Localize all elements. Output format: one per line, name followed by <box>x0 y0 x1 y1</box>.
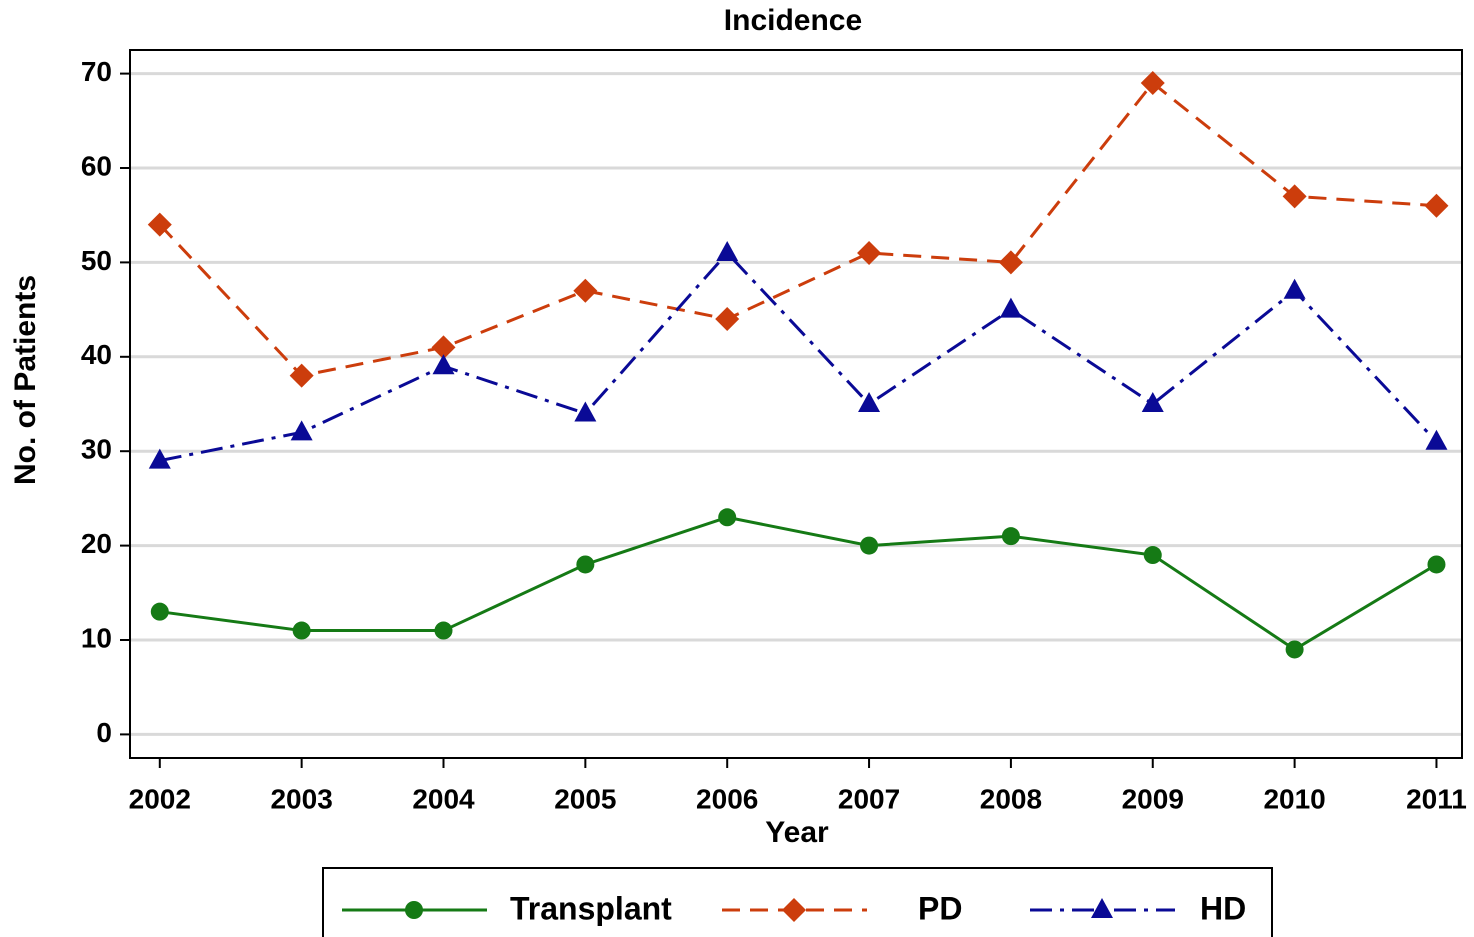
point <box>289 363 314 388</box>
x-tick-label: 2011 <box>1406 783 1467 814</box>
x-tick-label: 2003 <box>270 783 332 814</box>
y-tick-label: 30 <box>81 434 112 465</box>
point <box>1140 71 1165 96</box>
x-tick-label: 2010 <box>1263 783 1325 814</box>
point <box>150 602 169 621</box>
point <box>573 278 598 303</box>
y-tick-label: 60 <box>81 150 112 181</box>
y-tick-label: 0 <box>96 717 112 748</box>
y-tick-label: 10 <box>81 622 112 653</box>
point <box>1427 555 1446 574</box>
x-tick-label: 2009 <box>1122 783 1184 814</box>
point <box>574 401 597 422</box>
point <box>1001 527 1020 546</box>
y-tick-label: 40 <box>81 339 112 370</box>
y-tick-label: 70 <box>81 56 112 87</box>
series-line <box>158 80 1437 378</box>
x-tick-label: 2007 <box>838 783 900 814</box>
point <box>1425 429 1448 450</box>
x-tick-label: 2008 <box>980 783 1042 814</box>
x-tick-label: 2006 <box>696 783 758 814</box>
point <box>716 240 739 261</box>
point <box>290 420 313 441</box>
legend-label: PD <box>918 890 962 926</box>
point <box>1283 278 1306 299</box>
plot-area <box>147 71 1449 659</box>
legend-marker <box>782 898 806 922</box>
point <box>998 250 1023 275</box>
x-tick-label: 2004 <box>412 783 475 814</box>
legend-marker <box>1091 898 1113 918</box>
legend-label: Transplant <box>510 890 672 926</box>
point <box>1424 193 1449 218</box>
series-line <box>159 515 1438 652</box>
point <box>1141 392 1164 412</box>
plot-frame <box>129 49 1463 759</box>
point <box>718 508 737 527</box>
point <box>434 621 453 640</box>
x-tick-label: 2002 <box>129 783 191 814</box>
y-axis-label: No. of Patients <box>9 275 42 485</box>
x-axis-label: Year <box>765 816 829 849</box>
point <box>1282 184 1307 209</box>
point <box>432 354 455 375</box>
point <box>148 448 171 469</box>
legend: Transplant PD HD <box>342 890 1246 926</box>
y-tick-label: 20 <box>81 528 112 559</box>
point <box>431 335 456 360</box>
point <box>857 240 882 265</box>
x-tick-label: 2005 <box>554 783 616 814</box>
series-line <box>159 250 1438 463</box>
point <box>292 621 311 640</box>
point <box>999 297 1022 318</box>
point <box>147 212 172 237</box>
legend-marker <box>405 901 423 919</box>
point <box>1285 640 1304 659</box>
point <box>1143 546 1162 565</box>
point <box>576 555 595 574</box>
point <box>860 536 879 555</box>
grid <box>130 72 1462 736</box>
chart-title: Incidence <box>724 4 862 37</box>
y-tick-label: 50 <box>81 245 112 276</box>
point <box>858 392 881 412</box>
legend-label: HD <box>1200 890 1246 926</box>
point <box>715 307 740 332</box>
